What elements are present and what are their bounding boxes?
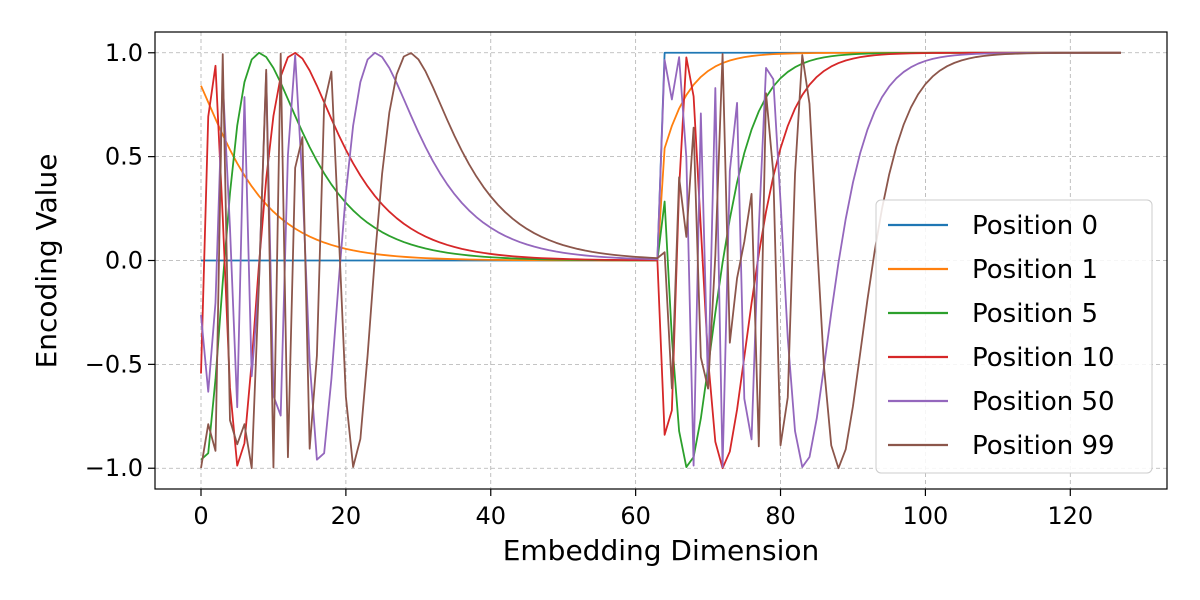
y-tick-label: 0.0	[105, 247, 143, 275]
legend-entry-label: Position 0	[972, 211, 1098, 241]
series-group	[200, 51, 1121, 470]
series-line-50	[200, 51, 1121, 469]
x-axis-label: Embedding Dimension	[503, 534, 820, 567]
x-tick-label: 40	[475, 502, 506, 530]
x-tick-label: 100	[903, 502, 949, 530]
y-tick-label: 1.0	[105, 39, 143, 67]
y-tick-label: −0.5	[85, 350, 143, 378]
y-tick-label: −1.0	[85, 454, 143, 482]
legend-entry-label: Position 50	[972, 387, 1115, 417]
y-tick-label: 0.5	[105, 143, 143, 171]
x-tick-label: 120	[1047, 502, 1093, 530]
x-tick-label: 20	[331, 502, 362, 530]
legend: Position 0 Position 1 Position 5 Position 1…	[875, 199, 1153, 474]
x-axis-ticks: 0 20 40 60 80 100 120	[193, 489, 1093, 530]
legend-entry-label: Position 99	[972, 431, 1115, 461]
legend-entry-label: Position 1	[972, 255, 1098, 285]
series-line-10	[200, 51, 1121, 470]
x-tick-label: 0	[193, 502, 208, 530]
legend-entry-label: Position 10	[972, 343, 1115, 373]
legend-entry-label: Position 5	[972, 299, 1098, 329]
x-tick-label: 60	[620, 502, 651, 530]
series-line-99	[200, 51, 1121, 470]
y-axis-ticks: −1.0 −0.5 0.0 0.5 1.0	[85, 39, 155, 482]
y-axis-label: Encoding Value	[30, 154, 63, 369]
x-tick-label: 80	[765, 502, 796, 530]
